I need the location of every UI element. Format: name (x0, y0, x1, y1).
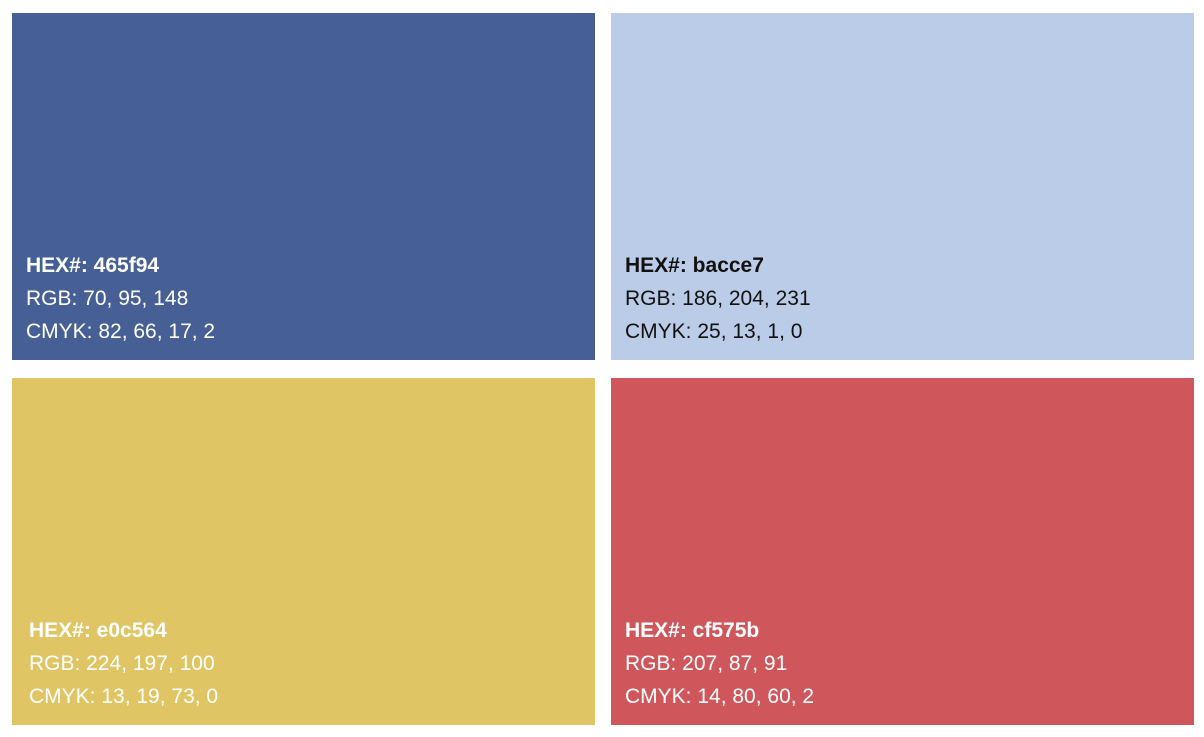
swatch-info: HEX#: bacce7 RGB: 186, 204, 231 CMYK: 25… (625, 249, 811, 348)
hex-value: HEX#: bacce7 (625, 254, 764, 277)
hex-value: HEX#: e0c564 (29, 619, 167, 642)
rgb-value: RGB: 186, 204, 231 (625, 287, 811, 310)
cmyk-value: CMYK: 82, 66, 17, 2 (26, 320, 216, 343)
swatch-info: HEX#: 465f94 RGB: 70, 95, 148 CMYK: 82, … (26, 249, 215, 348)
cmyk-value: CMYK: 25, 13, 1, 0 (625, 320, 803, 343)
rgb-value: RGB: 224, 197, 100 (29, 652, 215, 675)
swatch-info: HEX#: e0c564 RGB: 224, 197, 100 CMYK: 13… (29, 614, 218, 713)
color-swatch-yellow: HEX#: e0c564 RGB: 224, 197, 100 CMYK: 13… (12, 378, 595, 725)
cmyk-value: CMYK: 13, 19, 73, 0 (29, 685, 219, 708)
rgb-value: RGB: 207, 87, 91 (625, 652, 788, 675)
swatch-info: HEX#: cf575b RGB: 207, 87, 91 CMYK: 14, … (625, 614, 814, 713)
color-swatch-light-blue: HEX#: bacce7 RGB: 186, 204, 231 CMYK: 25… (611, 13, 1194, 360)
cmyk-value: CMYK: 14, 80, 60, 2 (625, 685, 815, 708)
rgb-value: RGB: 70, 95, 148 (26, 287, 189, 310)
hex-value: HEX#: cf575b (625, 619, 760, 642)
color-swatch-red: HEX#: cf575b RGB: 207, 87, 91 CMYK: 14, … (611, 378, 1194, 725)
hex-value: HEX#: 465f94 (26, 254, 160, 277)
color-swatch-blue: HEX#: 465f94 RGB: 70, 95, 148 CMYK: 82, … (12, 13, 595, 360)
